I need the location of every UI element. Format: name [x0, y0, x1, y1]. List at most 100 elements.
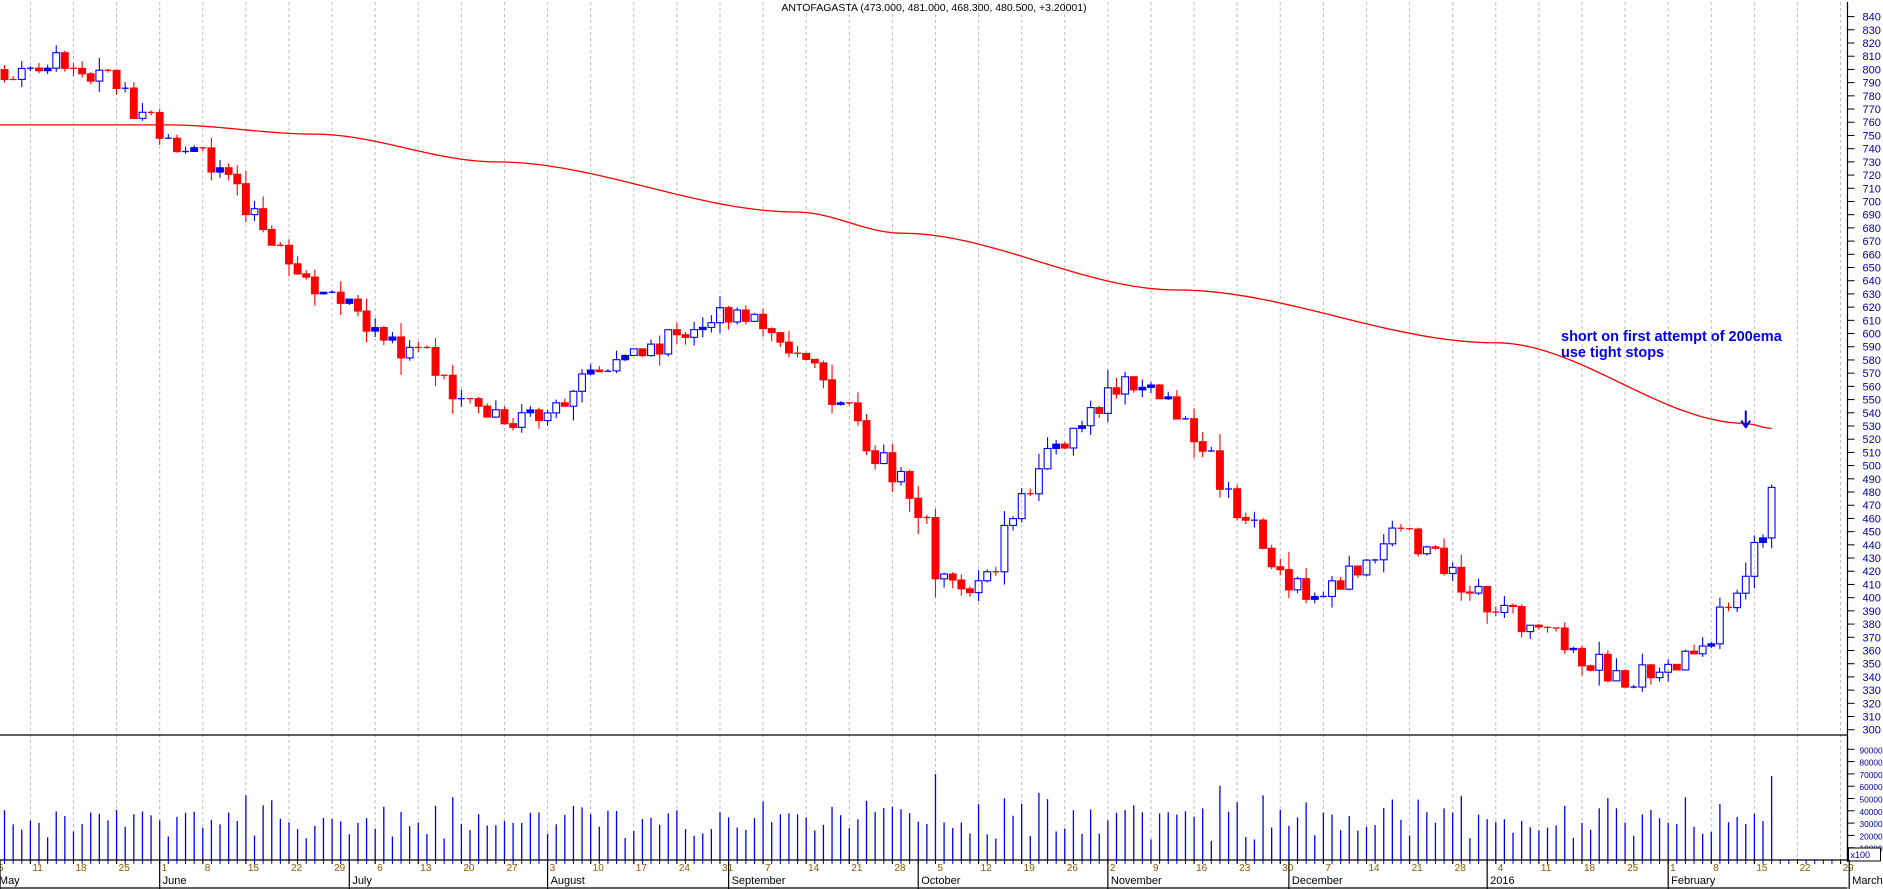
svg-text:18: 18 [75, 863, 87, 874]
svg-text:May: May [0, 875, 20, 887]
svg-text:9: 9 [1153, 863, 1159, 874]
svg-text:460: 460 [1863, 513, 1881, 525]
svg-text:March: March [1852, 875, 1883, 887]
svg-text:820: 820 [1863, 38, 1881, 50]
svg-text:780: 780 [1863, 91, 1881, 103]
svg-text:710: 710 [1863, 183, 1881, 195]
svg-text:740: 740 [1863, 144, 1881, 156]
svg-text:30000: 30000 [1860, 819, 1883, 829]
svg-text:12: 12 [981, 863, 993, 874]
svg-text:ANTOFAGASTA (473.000, 481.000,: ANTOFAGASTA (473.000, 481.000, 468.300, … [781, 2, 1086, 14]
svg-text:300: 300 [1863, 725, 1881, 737]
svg-text:680: 680 [1863, 223, 1881, 235]
svg-text:7: 7 [1325, 863, 1331, 874]
svg-text:790: 790 [1863, 78, 1881, 90]
svg-text:29: 29 [1843, 863, 1855, 874]
svg-text:400: 400 [1863, 593, 1881, 605]
svg-text:21: 21 [1412, 863, 1424, 874]
svg-text:560: 560 [1863, 381, 1881, 393]
svg-text:December: December [1292, 875, 1343, 887]
svg-text:750: 750 [1863, 130, 1881, 142]
svg-text:360: 360 [1863, 645, 1881, 657]
svg-text:28: 28 [1455, 863, 1467, 874]
svg-text:470: 470 [1863, 500, 1881, 512]
svg-text:use tight stops: use tight stops [1561, 345, 1664, 361]
svg-text:28: 28 [894, 863, 906, 874]
svg-text:11: 11 [32, 863, 43, 874]
svg-text:31: 31 [722, 863, 734, 874]
svg-text:390: 390 [1863, 606, 1881, 618]
svg-text:770: 770 [1863, 104, 1881, 116]
svg-text:410: 410 [1863, 579, 1881, 591]
svg-text:7: 7 [765, 863, 771, 874]
svg-text:690: 690 [1863, 210, 1881, 222]
svg-text:19: 19 [1024, 863, 1036, 874]
svg-text:8: 8 [1713, 863, 1719, 874]
svg-text:4: 4 [1498, 863, 1504, 874]
svg-text:September: September [732, 875, 786, 887]
svg-text:25: 25 [1627, 863, 1639, 874]
svg-text:520: 520 [1863, 434, 1881, 446]
svg-text:60000: 60000 [1860, 782, 1883, 792]
svg-text:November: November [1111, 875, 1162, 887]
svg-text:20: 20 [463, 863, 475, 874]
svg-text:650: 650 [1863, 263, 1881, 275]
svg-text:1: 1 [162, 863, 168, 874]
svg-text:October: October [921, 875, 960, 887]
svg-text:420: 420 [1863, 566, 1881, 578]
svg-text:23: 23 [1239, 863, 1251, 874]
svg-text:330: 330 [1863, 685, 1881, 697]
svg-text:670: 670 [1863, 236, 1881, 248]
svg-text:510: 510 [1863, 447, 1881, 459]
svg-text:26: 26 [1067, 863, 1079, 874]
svg-text:620: 620 [1863, 302, 1881, 314]
svg-text:600: 600 [1863, 329, 1881, 341]
svg-text:430: 430 [1863, 553, 1881, 565]
svg-text:27: 27 [506, 863, 518, 874]
svg-text:July: July [352, 875, 372, 887]
svg-text:40000: 40000 [1860, 807, 1883, 817]
svg-text:310: 310 [1863, 712, 1881, 724]
svg-text:440: 440 [1863, 540, 1881, 552]
svg-text:29: 29 [334, 863, 346, 874]
svg-text:3: 3 [550, 863, 556, 874]
svg-text:13: 13 [420, 863, 432, 874]
svg-text:640: 640 [1863, 276, 1881, 288]
svg-text:380: 380 [1863, 619, 1881, 631]
svg-text:830: 830 [1863, 25, 1881, 37]
svg-text:10: 10 [593, 863, 605, 874]
svg-text:22: 22 [1799, 863, 1811, 874]
svg-text:500: 500 [1863, 461, 1881, 473]
svg-text:17: 17 [636, 863, 648, 874]
svg-text:5: 5 [937, 863, 943, 874]
svg-text:450: 450 [1863, 527, 1881, 539]
svg-text:840: 840 [1863, 12, 1881, 24]
svg-text:August: August [551, 875, 585, 887]
svg-text:June: June [163, 875, 187, 887]
svg-text:14: 14 [808, 863, 820, 874]
svg-text:14: 14 [1368, 863, 1380, 874]
svg-text:24: 24 [679, 863, 691, 874]
svg-text:730: 730 [1863, 157, 1881, 169]
svg-text:580: 580 [1863, 355, 1881, 367]
svg-text:610: 610 [1863, 315, 1881, 327]
svg-text:630: 630 [1863, 289, 1881, 301]
svg-text:570: 570 [1863, 368, 1881, 380]
svg-text:720: 720 [1863, 170, 1881, 182]
svg-text:90000: 90000 [1860, 745, 1883, 755]
svg-text:11: 11 [1541, 863, 1552, 874]
svg-text:50000: 50000 [1860, 795, 1883, 805]
svg-text:760: 760 [1863, 117, 1881, 129]
svg-text:30: 30 [1282, 863, 1294, 874]
svg-text:350: 350 [1863, 659, 1881, 671]
svg-text:18: 18 [1584, 863, 1596, 874]
svg-text:February: February [1671, 875, 1716, 887]
svg-text:490: 490 [1863, 474, 1881, 486]
svg-text:21: 21 [851, 863, 863, 874]
svg-text:590: 590 [1863, 342, 1881, 354]
svg-text:320: 320 [1863, 698, 1881, 710]
svg-text:70000: 70000 [1860, 770, 1883, 780]
svg-text:6: 6 [377, 863, 383, 874]
svg-text:530: 530 [1863, 421, 1881, 433]
svg-text:15: 15 [248, 863, 260, 874]
